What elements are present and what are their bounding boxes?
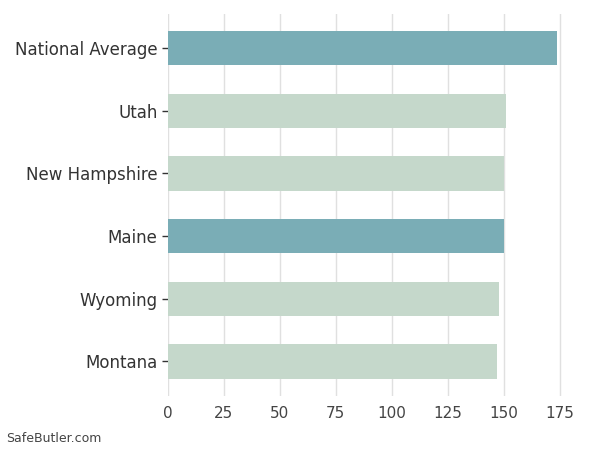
Bar	[168, 94, 506, 128]
Text: SafeButler.com: SafeButler.com	[6, 432, 101, 446]
Bar	[168, 282, 499, 316]
Bar	[168, 156, 503, 191]
Bar	[168, 344, 497, 378]
Bar	[168, 219, 503, 253]
Bar	[168, 31, 557, 65]
